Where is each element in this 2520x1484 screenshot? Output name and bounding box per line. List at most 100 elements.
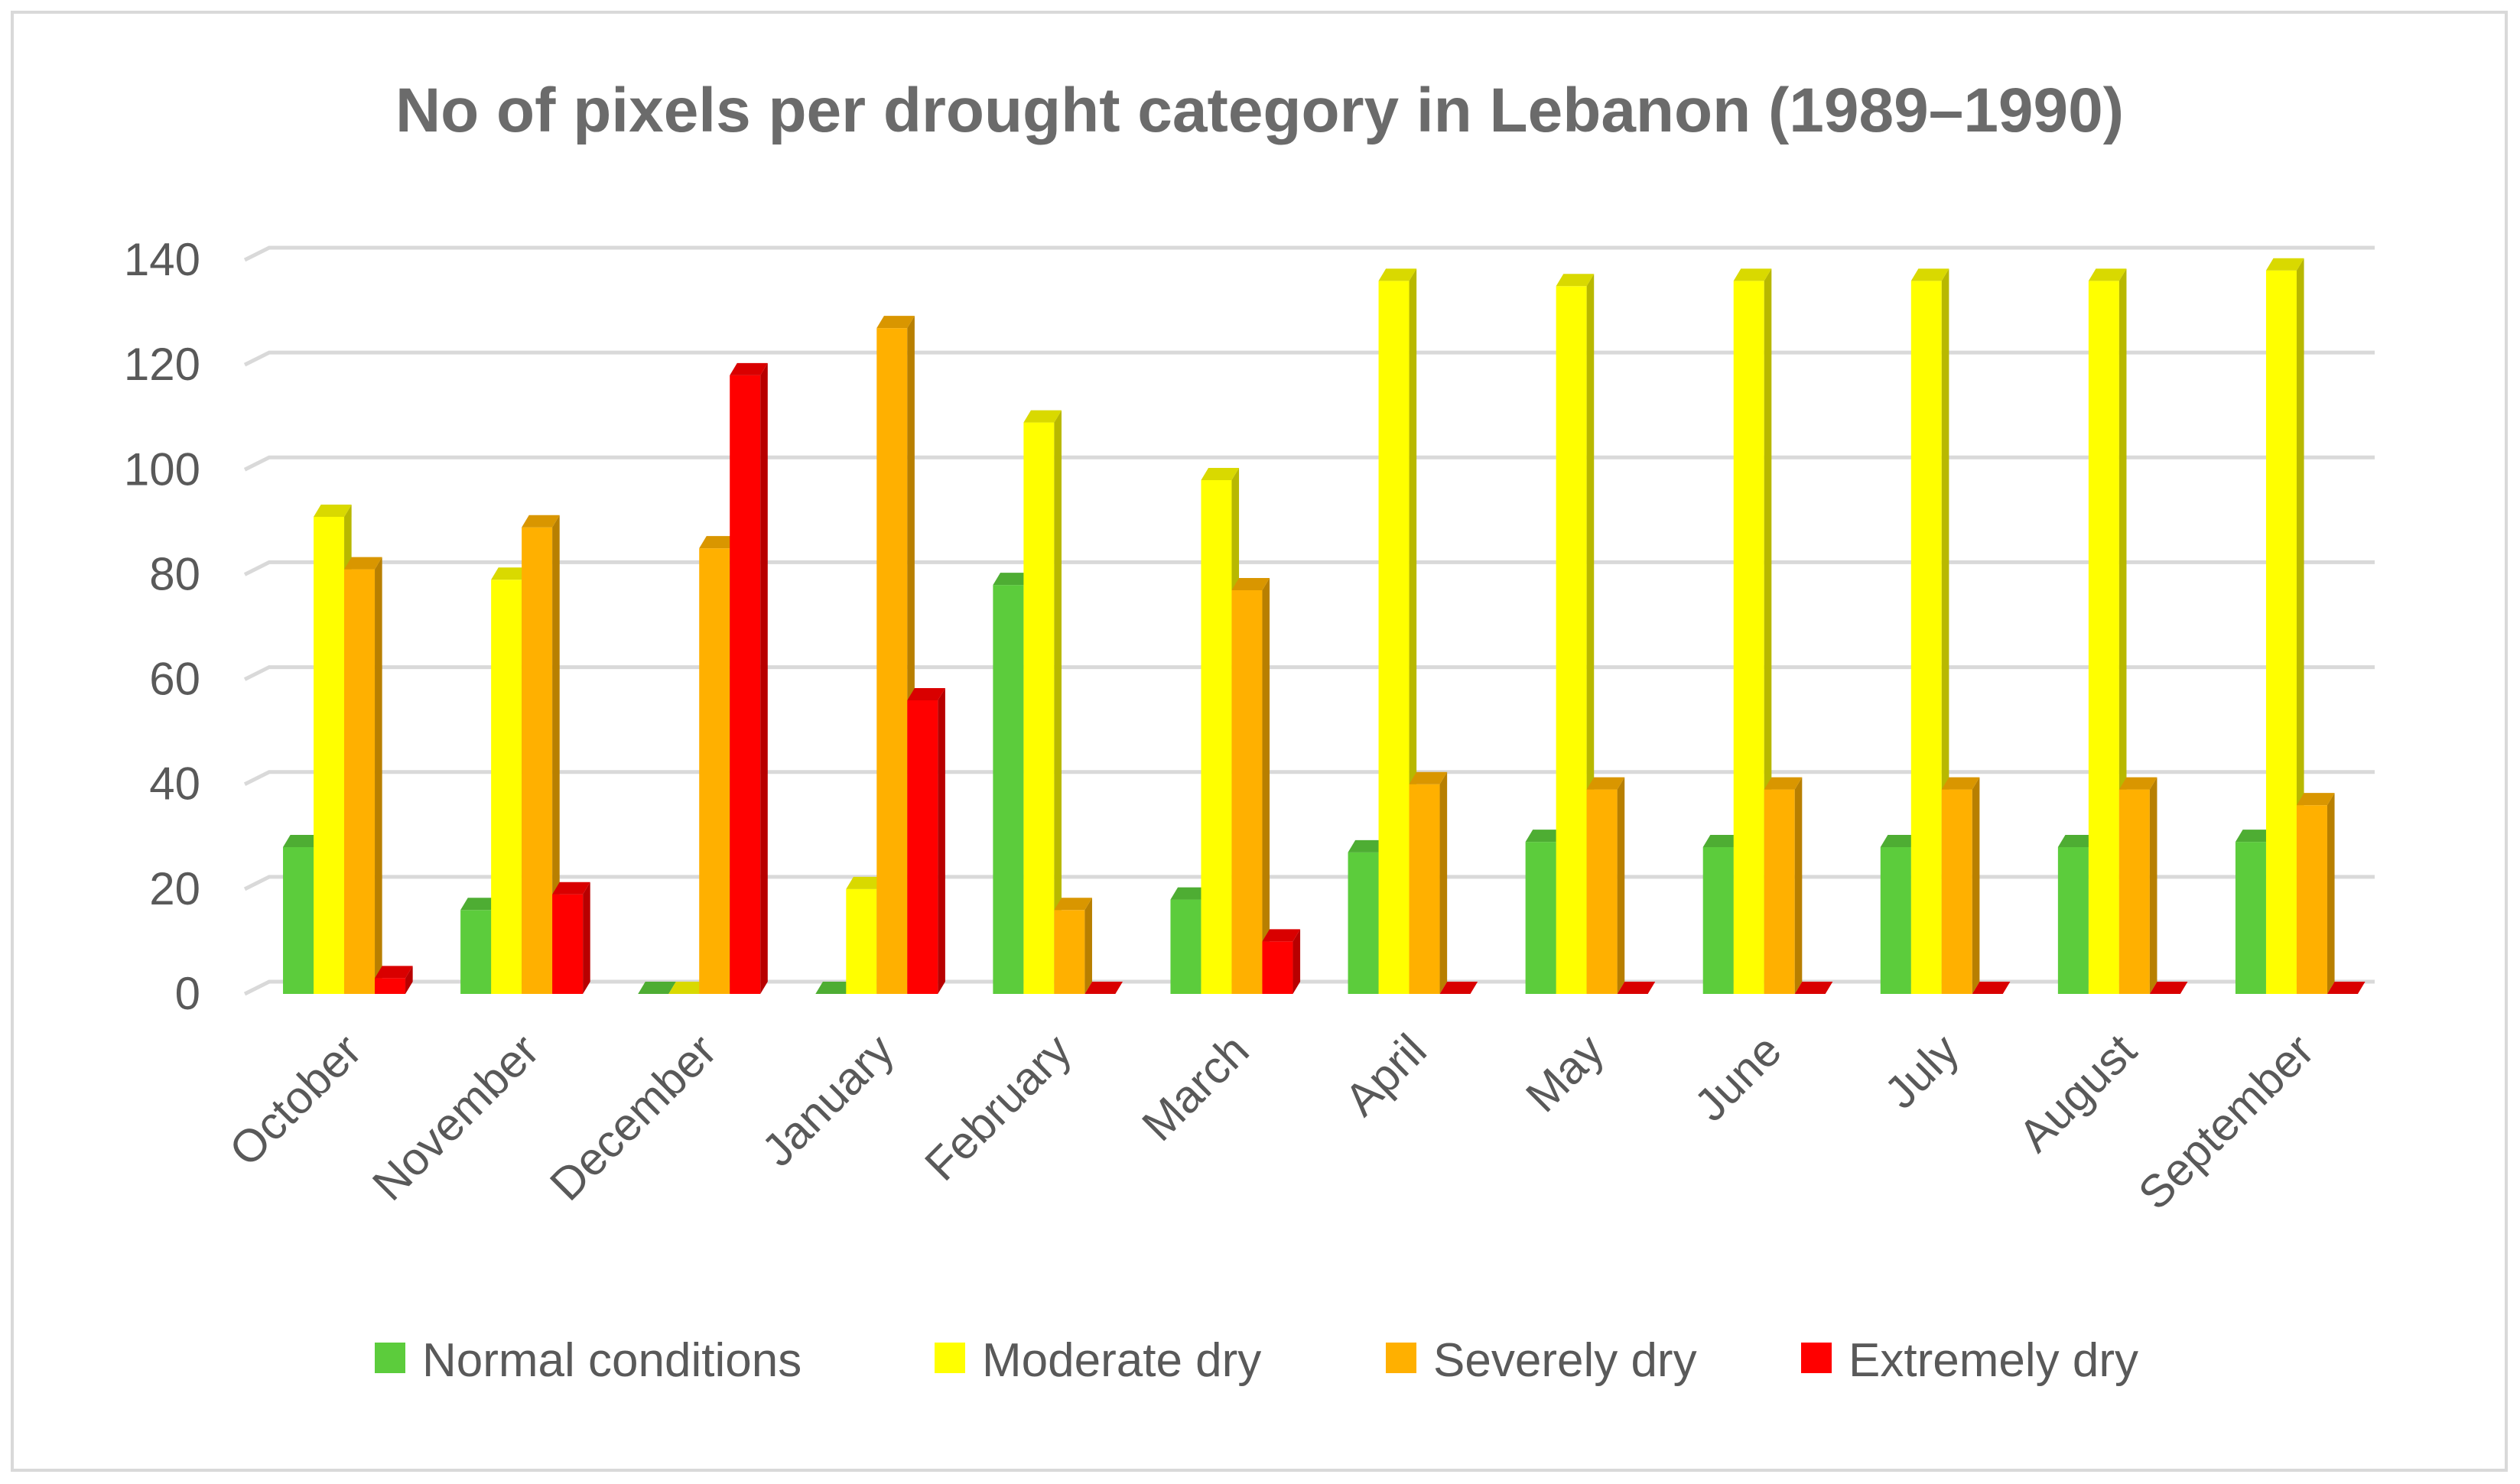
y-tick-label: 120 (124, 339, 200, 390)
bar-front (1910, 281, 1942, 994)
x-category-label: June (1685, 1025, 1791, 1131)
bar-top (1910, 268, 1949, 281)
bar (2088, 268, 2127, 994)
bar (1231, 578, 1270, 994)
bar-side (2149, 777, 2157, 994)
bar-side (1794, 777, 1803, 994)
bar-front (491, 580, 522, 994)
y-tick-label: 40 (149, 758, 200, 810)
bar-top (283, 835, 321, 847)
x-category-label: October (219, 1025, 371, 1176)
bar (1733, 268, 1772, 994)
bar-top (1439, 982, 1478, 994)
bar-top (491, 567, 529, 580)
gridline (243, 770, 2375, 786)
bar-front (460, 910, 492, 994)
bar-front (699, 548, 730, 994)
bar (1378, 268, 1417, 994)
bar-top (638, 982, 676, 994)
legend-swatch (375, 1343, 405, 1373)
legend-swatch (1801, 1343, 1832, 1373)
bar-side (1617, 777, 1625, 994)
bar-front (1231, 590, 1263, 994)
x-category-label: September (2128, 1025, 2323, 1219)
bar-side (552, 515, 560, 994)
legend-swatch (1386, 1343, 1416, 1373)
bar (1972, 982, 2011, 994)
bar-top (522, 515, 560, 528)
bar-front (1170, 899, 1201, 994)
x-category-label: April (1335, 1025, 1436, 1125)
bar (375, 966, 413, 994)
gridline (243, 560, 2375, 576)
bar-side (2327, 793, 2335, 994)
bar (1794, 982, 1833, 994)
bar-top (1023, 410, 1062, 423)
legend-label: Extremely dry (1849, 1334, 2138, 1387)
bar (1617, 982, 1656, 994)
bar-top (907, 688, 945, 700)
bar-top (1201, 468, 1240, 480)
gridline (243, 875, 2375, 891)
x-category-label: August (2009, 1025, 2147, 1162)
bar-front (1880, 847, 1911, 994)
bar (1556, 274, 1595, 994)
bar-front (876, 328, 908, 995)
bar-front (1556, 286, 1587, 994)
bar-side (375, 557, 382, 994)
legend-item: Extremely dry (1801, 1334, 2138, 1387)
bar-front (1525, 842, 1556, 994)
bar-front (1378, 281, 1410, 994)
bar-side (1084, 898, 1092, 994)
bar-side (1972, 777, 1980, 994)
bar (2149, 982, 2188, 994)
bar (1941, 777, 1980, 994)
bar-front (2265, 270, 2297, 994)
bar-front (1702, 847, 1734, 994)
bar (2296, 793, 2335, 994)
bar-front (1054, 910, 1085, 994)
bar (552, 882, 590, 994)
bar-front (2057, 847, 2089, 994)
bar (1439, 982, 1478, 994)
bar-front (730, 375, 761, 994)
legend: Normal conditions Moderate dry Severely dr… (375, 1334, 2138, 1387)
bar-side (1439, 771, 1448, 994)
bar-front (1348, 852, 1379, 994)
bar-top (815, 982, 854, 994)
grid-layer: 0 20 40 60 80 100 120 140 (124, 234, 2375, 1019)
bar-top (1231, 578, 1270, 590)
bar-top (2235, 830, 2274, 843)
bar-front (2118, 789, 2150, 994)
bar (1084, 982, 1123, 994)
bar (2327, 982, 2366, 994)
bar-top (1733, 268, 1772, 281)
x-category-label: January (752, 1025, 903, 1176)
gridline (243, 350, 2375, 367)
bar-top (1972, 982, 2011, 994)
bar-front (314, 517, 345, 994)
bar (2118, 777, 2157, 994)
bar-side (583, 882, 590, 994)
bar-top (1617, 982, 1656, 994)
bar-top (699, 536, 737, 549)
chart-title: No of pixels per drought category in Leb… (395, 76, 2124, 145)
y-tick-label: 0 (175, 968, 200, 1019)
gridline (243, 665, 2375, 681)
bar (1764, 777, 1803, 994)
bar (1409, 771, 1448, 994)
bar-top (1764, 777, 1803, 790)
bar (1586, 777, 1625, 994)
bar-top (1348, 839, 1387, 852)
bar-front (1733, 281, 1764, 994)
y-tick-label: 80 (149, 548, 200, 599)
bar-side (1293, 929, 1301, 994)
legend-item: Moderate dry (935, 1334, 1261, 1387)
bar-top (314, 505, 352, 517)
bar-top (1262, 929, 1301, 942)
bar-top (2088, 268, 2127, 281)
legend-swatch (935, 1343, 965, 1373)
bar-top (460, 898, 499, 911)
legend-label: Normal conditions (422, 1334, 802, 1387)
